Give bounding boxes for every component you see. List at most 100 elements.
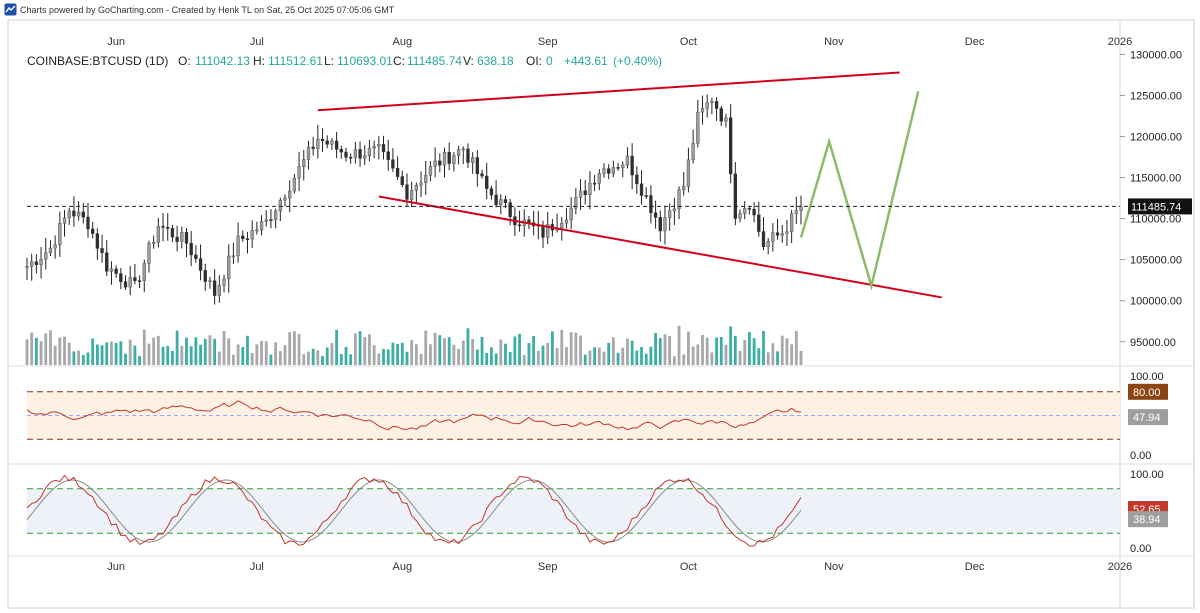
symbol-label: COINBASE:BTCUSD (1D)	[27, 54, 168, 68]
volume-bar	[677, 325, 681, 365]
rsi-80-tag	[1128, 383, 1168, 400]
candle-body	[44, 252, 48, 260]
volume-bars	[25, 325, 803, 365]
volume-bar	[297, 333, 301, 365]
volume-bar	[44, 333, 48, 365]
candle-body	[799, 206, 803, 211]
volume-bar	[203, 338, 207, 365]
outer-frame	[7, 19, 1195, 609]
candle-body	[757, 214, 761, 232]
volume-bar	[771, 343, 775, 365]
candle-body	[428, 166, 433, 176]
candle-body	[255, 229, 259, 232]
volume-bar	[729, 326, 733, 365]
bottom-month-label: Oct	[680, 561, 697, 573]
candle-body	[658, 217, 662, 232]
candle-body	[142, 263, 146, 281]
candle-body	[583, 190, 587, 195]
volume-bar	[443, 338, 446, 365]
candle-body	[58, 223, 62, 246]
candle-body	[574, 197, 578, 209]
volume-bar	[785, 338, 789, 365]
candle-body	[344, 151, 348, 158]
volume-bar	[485, 352, 489, 365]
volume-bar	[77, 350, 81, 365]
volume-bar	[358, 331, 362, 365]
candle-body	[137, 280, 142, 282]
volume-bar	[616, 352, 620, 365]
volume-bar	[222, 331, 226, 365]
volume-bar	[63, 336, 66, 365]
candle-body	[785, 231, 789, 234]
volume-bar	[199, 344, 202, 365]
candle-body	[546, 224, 550, 238]
projection-path	[799, 91, 920, 291]
candle-body	[700, 108, 705, 113]
volume-bar	[255, 344, 259, 365]
volume-bar	[53, 345, 57, 365]
candle-body	[780, 233, 784, 236]
candle-body	[499, 199, 503, 205]
volume-bar	[776, 351, 779, 365]
volume-bar	[382, 348, 385, 365]
rsi-tick-label: 100.00	[1130, 371, 1164, 383]
top-month-label: Jul	[250, 36, 264, 48]
candle-body	[76, 211, 81, 217]
volume-bar	[757, 348, 761, 365]
rsi-80-label: 80.00	[1133, 387, 1161, 399]
volume-bar	[419, 354, 423, 365]
candle-body	[672, 208, 677, 211]
volume-bar	[95, 344, 99, 365]
candle-body	[241, 235, 245, 240]
volume-bar	[180, 345, 184, 365]
candle-body	[461, 148, 465, 151]
candle-body	[198, 258, 203, 271]
candle-body	[424, 175, 428, 183]
candle-body	[630, 155, 634, 176]
candle-body	[170, 228, 175, 238]
candle-body	[288, 190, 292, 199]
volume-bar	[560, 329, 564, 365]
volume-bar	[532, 335, 536, 365]
candle-body	[358, 149, 362, 159]
candle-body	[39, 258, 43, 265]
candle-body	[728, 117, 733, 175]
stoch-band	[27, 488, 1120, 534]
candle-body	[607, 168, 611, 174]
volume-bar	[227, 338, 231, 365]
candle-body	[405, 184, 409, 200]
candle-body	[297, 166, 301, 179]
volume-bar	[541, 345, 545, 365]
volume-bar	[288, 332, 292, 365]
candle-body	[569, 207, 573, 221]
volume-bar	[480, 336, 484, 365]
volume-bar	[696, 344, 700, 365]
volume-bar	[546, 342, 550, 365]
volume-bar	[49, 330, 52, 365]
volume-bar	[325, 347, 329, 365]
volume-bar	[565, 347, 568, 365]
volume-bar	[25, 339, 29, 365]
price-axis: 95000.00 100000.00 105000.00 110000.00 11500…	[1120, 49, 1192, 349]
candle-body	[747, 208, 752, 210]
volume-bar	[522, 354, 526, 365]
volume-bar	[30, 332, 34, 365]
candle-body	[738, 213, 742, 219]
candle-body	[245, 238, 250, 241]
price-tick-label: 130000.00	[1130, 49, 1182, 61]
candle-body	[438, 160, 442, 166]
volume-bar	[790, 344, 794, 365]
volume-bar	[260, 340, 263, 365]
volume-bar	[626, 338, 629, 365]
candle-body	[480, 173, 484, 177]
candle-body	[330, 140, 334, 145]
volume-bar	[396, 344, 399, 365]
candle-body	[349, 157, 353, 159]
volume-bar	[344, 346, 348, 365]
candle-body	[316, 138, 320, 149]
candle-body	[269, 219, 273, 221]
candle-body	[133, 277, 137, 281]
candle-body	[386, 151, 390, 160]
